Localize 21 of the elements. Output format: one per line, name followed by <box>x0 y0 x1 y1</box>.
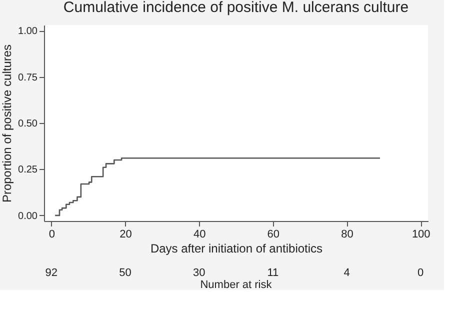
x-tick-label: 80 <box>341 228 354 240</box>
text: 0 <box>418 267 424 279</box>
y-tick-label: 0.00 <box>18 210 38 222</box>
chart-title: Cumulative incidence of positive M. ulcerans culture <box>63 0 409 16</box>
x-tick-label: 20 <box>120 228 132 240</box>
text: 92 <box>45 267 58 279</box>
y-tick-label: 0.25 <box>18 164 38 176</box>
y-tick-label: 0.75 <box>18 72 38 84</box>
text: 30 <box>192 267 206 279</box>
y-tick-label: 0.50 <box>18 118 38 130</box>
y-axis-title: Proportion of positive cultures <box>0 44 14 203</box>
text: 50 <box>119 267 132 279</box>
x-tick-label: 0 <box>48 228 55 240</box>
x-tick-label: 40 <box>193 228 206 240</box>
text: 11 <box>267 267 279 279</box>
y-tick-label: 1.00 <box>18 26 38 38</box>
x-tick-label: 60 <box>267 228 280 240</box>
x-tick-label: 100 <box>412 228 430 240</box>
text: 4 <box>344 267 350 279</box>
text: Number at risk <box>200 279 272 291</box>
x-axis-title: Days after initiation of antibiotics <box>150 242 323 256</box>
